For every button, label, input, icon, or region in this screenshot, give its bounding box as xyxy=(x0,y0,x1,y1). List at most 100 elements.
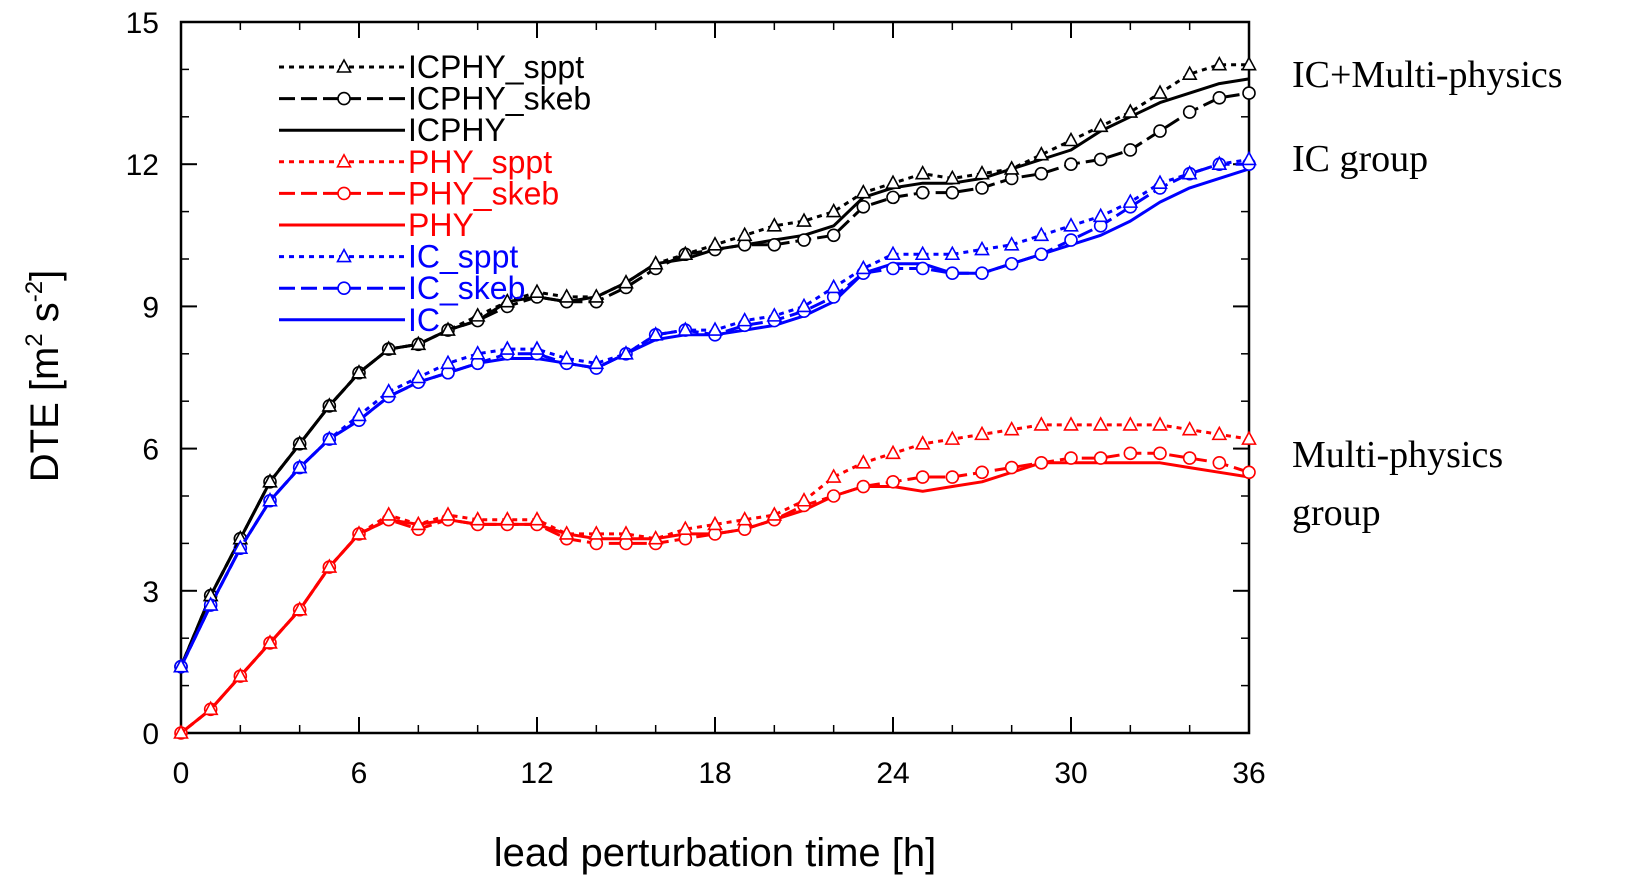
legend-label: PHY_sppt xyxy=(408,144,552,180)
data-point-ic-sppt xyxy=(677,321,694,336)
y-tick-label-0: 0 xyxy=(142,718,159,751)
legend-label: ICPHY_skeb xyxy=(408,81,591,117)
data-point-phy-sppt xyxy=(1152,416,1168,431)
legend-item-icphy-sppt: ICPHY_sppt xyxy=(279,49,584,85)
y-axis-ticks: 0 3 6 9 12 15 xyxy=(126,7,1249,751)
data-point-icphy-skeb xyxy=(975,181,989,195)
data-point-ic-sppt xyxy=(202,596,219,611)
legend-label: PHY_skeb xyxy=(408,175,559,211)
series-line-phy-skeb xyxy=(180,451,1250,735)
data-point-ic-skeb xyxy=(886,261,900,276)
data-point-phy-skeb xyxy=(915,470,930,484)
data-point-icphy-skeb xyxy=(1034,166,1049,181)
data-point-ic-skeb xyxy=(1004,256,1019,271)
data-point-icphy-skeb xyxy=(886,190,900,205)
data-point-phy-sppt xyxy=(558,525,575,540)
data-point-ic-sppt xyxy=(499,340,516,355)
data-point-phy-sppt xyxy=(1063,416,1079,431)
legend-item-ic-sppt: IC_sppt xyxy=(279,239,518,275)
legend-marker xyxy=(336,153,352,168)
data-point-icphy-sppt xyxy=(1122,103,1139,118)
data-point-icphy-sppt xyxy=(796,212,812,227)
legend-marker xyxy=(337,186,351,201)
data-point-phy-sppt xyxy=(232,667,249,682)
legend-item-icphy-skeb: ICPHY_skeb xyxy=(279,81,591,117)
data-point-ic-sppt xyxy=(855,259,872,275)
data-point-icphy-sppt xyxy=(1063,131,1079,147)
x-tick-label-12: 12 xyxy=(520,757,553,790)
legend-marker xyxy=(337,91,351,106)
data-point-icphy-sppt xyxy=(855,183,872,199)
data-point-phy-sppt xyxy=(796,492,812,507)
data-point-phy-sppt xyxy=(885,444,901,460)
legend-item-ic: IC xyxy=(279,302,440,338)
data-point-ic-sppt xyxy=(885,245,901,261)
data-point-phy-skeb xyxy=(1093,451,1108,465)
data-point-ic-sppt xyxy=(410,368,427,384)
data-point-icphy-sppt xyxy=(1092,117,1109,133)
data-point-phy-skeb xyxy=(1242,465,1256,480)
data-point-ic-sppt xyxy=(232,539,249,554)
data-point-icphy-skeb xyxy=(945,185,960,200)
data-point-phy-skeb xyxy=(1182,451,1197,465)
legend-marker xyxy=(336,247,352,263)
data-point-phy-sppt xyxy=(1092,416,1109,431)
data-point-phy-sppt xyxy=(262,634,278,649)
y-axis-title: DTE [m2 s-2] xyxy=(21,270,67,483)
y-tick-label-6: 6 xyxy=(142,434,159,467)
data-point-icphy-sppt xyxy=(1241,55,1257,71)
data-point-ic-sppt xyxy=(262,492,278,507)
data-point-icphy-sppt xyxy=(707,236,723,251)
data-point-ic-sppt xyxy=(707,321,723,336)
y-tick-label-15: 15 xyxy=(126,7,159,40)
data-point-ic-sppt xyxy=(1003,236,1020,251)
data-point-phy-sppt xyxy=(173,724,189,739)
y-axis-title-base: DTE [m xyxy=(23,347,67,483)
data-point-icphy-sppt xyxy=(618,274,634,289)
data-point-ic-sppt xyxy=(173,657,189,673)
data-point-ic-sppt xyxy=(321,430,338,445)
data-point-ic-sppt xyxy=(1152,174,1168,189)
series-ic-sppt xyxy=(173,150,1257,673)
annotation-multiphysics-group-line1: Multi-physics xyxy=(1292,434,1503,476)
data-point-ic-sppt xyxy=(1211,155,1228,170)
data-point-phy-sppt xyxy=(707,515,723,531)
data-point-ic-sppt xyxy=(796,297,812,313)
data-point-ic-sppt xyxy=(944,245,961,261)
data-point-phy-sppt xyxy=(469,511,486,526)
data-point-phy-skeb xyxy=(886,474,900,489)
legend-label: ICPHY xyxy=(408,112,506,148)
data-point-ic-sppt xyxy=(1122,193,1139,208)
series-icphy-skeb xyxy=(174,86,1256,674)
data-point-ic-sppt xyxy=(736,311,753,327)
data-point-ic-skeb xyxy=(1034,247,1049,262)
legend-label: IC xyxy=(408,302,440,338)
data-point-icphy-skeb xyxy=(1212,91,1227,105)
series-line-icphy-skeb xyxy=(179,91,1250,668)
data-point-icphy-sppt xyxy=(469,307,486,322)
data-point-ic-sppt xyxy=(1033,226,1050,242)
data-point-ic-sppt xyxy=(291,458,308,474)
data-point-phy-skeb xyxy=(1123,446,1138,461)
data-point-ic-sppt xyxy=(469,345,486,360)
data-point-icphy-sppt xyxy=(1152,84,1168,99)
data-point-phy-sppt xyxy=(440,506,456,521)
legend-marker xyxy=(336,58,352,73)
legend-label: IC_skeb xyxy=(408,270,525,306)
data-point-ic-sppt xyxy=(974,240,990,256)
data-point-phy-sppt xyxy=(588,525,605,540)
legend-marker xyxy=(337,281,351,296)
x-tick-label-24: 24 xyxy=(876,757,909,790)
series-line-phy-sppt xyxy=(180,423,1250,735)
legend-item-icphy: ICPHY xyxy=(279,112,506,148)
data-point-ic-sppt xyxy=(1181,165,1198,180)
series-layer xyxy=(173,55,1257,740)
series-phy-sppt xyxy=(173,416,1257,739)
data-point-icphy-skeb xyxy=(915,185,930,200)
data-point-phy-sppt xyxy=(974,425,990,441)
data-point-phy-sppt xyxy=(410,515,427,531)
data-point-ic-sppt xyxy=(351,406,367,422)
data-point-icphy-sppt xyxy=(766,217,783,232)
data-point-icphy-sppt xyxy=(825,202,842,218)
